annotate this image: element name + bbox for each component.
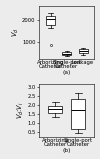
X-axis label: (b): (b) xyxy=(62,149,71,153)
PathPatch shape xyxy=(46,16,55,25)
PathPatch shape xyxy=(79,49,88,53)
Y-axis label: $V_d$: $V_d$ xyxy=(11,28,21,37)
PathPatch shape xyxy=(48,106,62,113)
Y-axis label: $V_d$:$V_i$: $V_d$:$V_i$ xyxy=(16,101,26,119)
PathPatch shape xyxy=(71,99,85,129)
X-axis label: (a): (a) xyxy=(63,70,71,75)
PathPatch shape xyxy=(62,52,71,55)
